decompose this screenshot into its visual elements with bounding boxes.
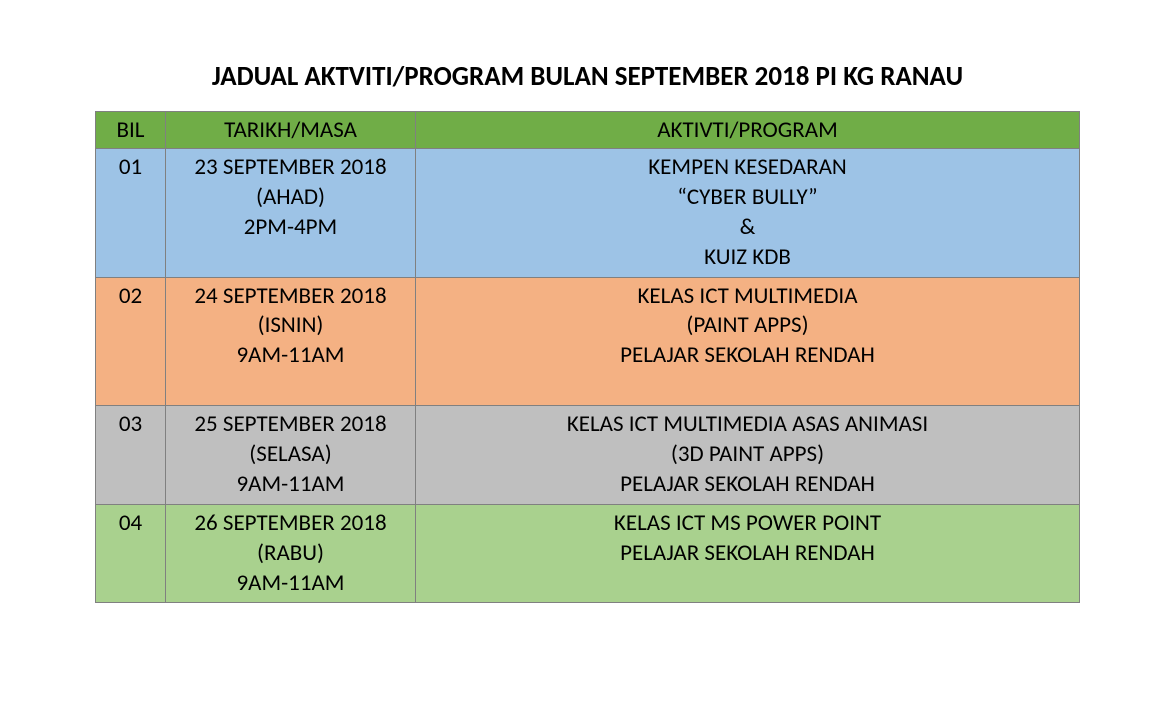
document-container: JADUAL AKTVITI/PROGRAM BULAN SEPTEMBER 2… bbox=[0, 0, 1175, 603]
cell-bil: 01 bbox=[96, 149, 166, 278]
activity-line: KELAS ICT MULTIMEDIA bbox=[422, 282, 1073, 312]
activity-line: KEMPEN KESEDARAN bbox=[422, 153, 1073, 183]
date-line: 23 SEPTEMBER 2018 bbox=[172, 153, 409, 183]
cell-bil: 02 bbox=[96, 277, 166, 406]
activity-line: KUIZ KDB bbox=[422, 243, 1073, 273]
cell-activity: KELAS ICT MULTIMEDIA ASAS ANIMASI(3D PAI… bbox=[416, 406, 1080, 505]
cell-activity: KELAS ICT MS POWER POINTPELAJAR SEKOLAH … bbox=[416, 504, 1080, 603]
table-row: 0123 SEPTEMBER 2018(AHAD)2PM-4PMKEMPEN K… bbox=[96, 149, 1080, 278]
date-line: 25 SEPTEMBER 2018 bbox=[172, 410, 409, 440]
header-bil: BIL bbox=[96, 112, 166, 149]
cell-activity: KEMPEN KESEDARAN“CYBER BULLY”&KUIZ KDB bbox=[416, 149, 1080, 278]
activity-line: KELAS ICT MULTIMEDIA ASAS ANIMASI bbox=[422, 410, 1073, 440]
date-line: (AHAD) bbox=[172, 183, 409, 213]
activity-line: KELAS ICT MS POWER POINT bbox=[422, 509, 1073, 539]
activity-line: “CYBER BULLY” bbox=[422, 183, 1073, 213]
table-row: 0224 SEPTEMBER 2018(ISNIN)9AM-11AMKELAS … bbox=[96, 277, 1080, 406]
cell-date: 26 SEPTEMBER 2018(RABU)9AM-11AM bbox=[166, 504, 416, 603]
cell-bil: 04 bbox=[96, 504, 166, 603]
date-line: 9AM-11AM bbox=[172, 470, 409, 500]
cell-date: 24 SEPTEMBER 2018(ISNIN)9AM-11AM bbox=[166, 277, 416, 406]
table-header-row: BIL TARIKH/MASA AKTIVTI/PROGRAM bbox=[96, 112, 1080, 149]
activity-line: (3D PAINT APPS) bbox=[422, 440, 1073, 470]
cell-activity: KELAS ICT MULTIMEDIA(PAINT APPS)PELAJAR … bbox=[416, 277, 1080, 406]
table-body: 0123 SEPTEMBER 2018(AHAD)2PM-4PMKEMPEN K… bbox=[96, 149, 1080, 603]
activity-line: PELAJAR SEKOLAH RENDAH bbox=[422, 539, 1073, 569]
date-line: 9AM-11AM bbox=[172, 341, 409, 371]
header-date: TARIKH/MASA bbox=[166, 112, 416, 149]
activity-line: PELAJAR SEKOLAH RENDAH bbox=[422, 470, 1073, 500]
cell-date: 23 SEPTEMBER 2018(AHAD)2PM-4PM bbox=[166, 149, 416, 278]
table-row: 0325 SEPTEMBER 2018(SELASA)9AM-11AMKELAS… bbox=[96, 406, 1080, 505]
date-line: (SELASA) bbox=[172, 440, 409, 470]
cell-date: 25 SEPTEMBER 2018(SELASA)9AM-11AM bbox=[166, 406, 416, 505]
date-line: 24 SEPTEMBER 2018 bbox=[172, 282, 409, 312]
activity-line: PELAJAR SEKOLAH RENDAH bbox=[422, 341, 1073, 371]
activity-line: & bbox=[422, 213, 1073, 243]
activity-line bbox=[422, 569, 1073, 599]
activity-line: (PAINT APPS) bbox=[422, 311, 1073, 341]
schedule-table: BIL TARIKH/MASA AKTIVTI/PROGRAM 0123 SEP… bbox=[95, 111, 1080, 603]
date-line: (RABU) bbox=[172, 539, 409, 569]
page-title: JADUAL AKTVITI/PROGRAM BULAN SEPTEMBER 2… bbox=[95, 60, 1080, 93]
header-activity: AKTIVTI/PROGRAM bbox=[416, 112, 1080, 149]
table-row: 0426 SEPTEMBER 2018(RABU)9AM-11AMKELAS I… bbox=[96, 504, 1080, 603]
date-line: 26 SEPTEMBER 2018 bbox=[172, 509, 409, 539]
date-line: 2PM-4PM bbox=[172, 213, 409, 243]
date-line: 9AM-11AM bbox=[172, 569, 409, 599]
activity-line bbox=[422, 371, 1073, 401]
cell-bil: 03 bbox=[96, 406, 166, 505]
date-line: (ISNIN) bbox=[172, 311, 409, 341]
